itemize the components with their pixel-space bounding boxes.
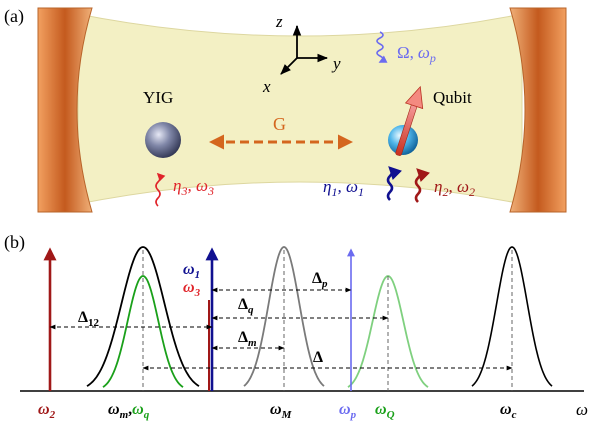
panel-a-label: (a): [4, 6, 24, 27]
drive-1-label: η1, ω1: [323, 177, 364, 199]
drive-1-wave: [386, 166, 402, 201]
peak-M: [243, 246, 325, 387]
drive-3-label: η3, ω3: [173, 176, 214, 198]
frequency-axis-label: ω: [576, 400, 588, 419]
coupling-label: G: [273, 114, 286, 134]
spin-arrow-icon: [395, 85, 424, 156]
omega-p-label: ωp: [339, 401, 357, 421]
coordinate-axes: z y x: [262, 12, 341, 96]
right-mirror: [509, 7, 567, 213]
axis-x-label: x: [262, 77, 271, 96]
drive-p-label: Ω, ωp: [397, 43, 436, 65]
panel-b: (b) ω Δ12 Δp Δq Δm Δ: [4, 232, 588, 421]
detuning-arrows: [49, 287, 513, 371]
omega2-label: ω2: [38, 401, 56, 421]
drive-3-wave: [155, 172, 166, 207]
drive-p-wave: [376, 31, 388, 63]
omega-Q-label: ωQ: [375, 401, 395, 421]
yig-label: YIG: [143, 88, 173, 107]
left-mirror: [37, 7, 93, 213]
delta-m-label: Δm: [238, 329, 257, 349]
delta-q-label: Δq: [238, 296, 254, 316]
omega3-label: ω3: [183, 279, 201, 299]
omega1-label: ω1: [183, 261, 200, 281]
drive-2-label: η2, ω2: [434, 177, 475, 199]
delta-p-label: Δp: [312, 270, 328, 290]
panel-a: (a) z y x YIG G Qubit Ω, ωp: [4, 6, 567, 213]
peak-qubit-q: [102, 275, 184, 388]
omega-c-label: ωc: [500, 401, 517, 421]
omega-m-q-label: ωm,ωq: [108, 401, 150, 421]
qubit-label: Qubit: [433, 88, 472, 107]
omega-M-label: ωM: [270, 401, 293, 421]
axis-z-label: z: [275, 12, 283, 31]
peak-magnon: [86, 246, 200, 387]
peak-cavity: [471, 246, 553, 387]
delta12-label: Δ12: [78, 309, 100, 329]
yig-sphere: [145, 122, 181, 158]
delta-label: Δ: [313, 349, 323, 366]
axis-y-label: y: [331, 54, 341, 73]
cavity-region: [77, 13, 523, 205]
panel-b-label: (b): [4, 232, 25, 253]
drive-2-wave: [414, 168, 430, 203]
